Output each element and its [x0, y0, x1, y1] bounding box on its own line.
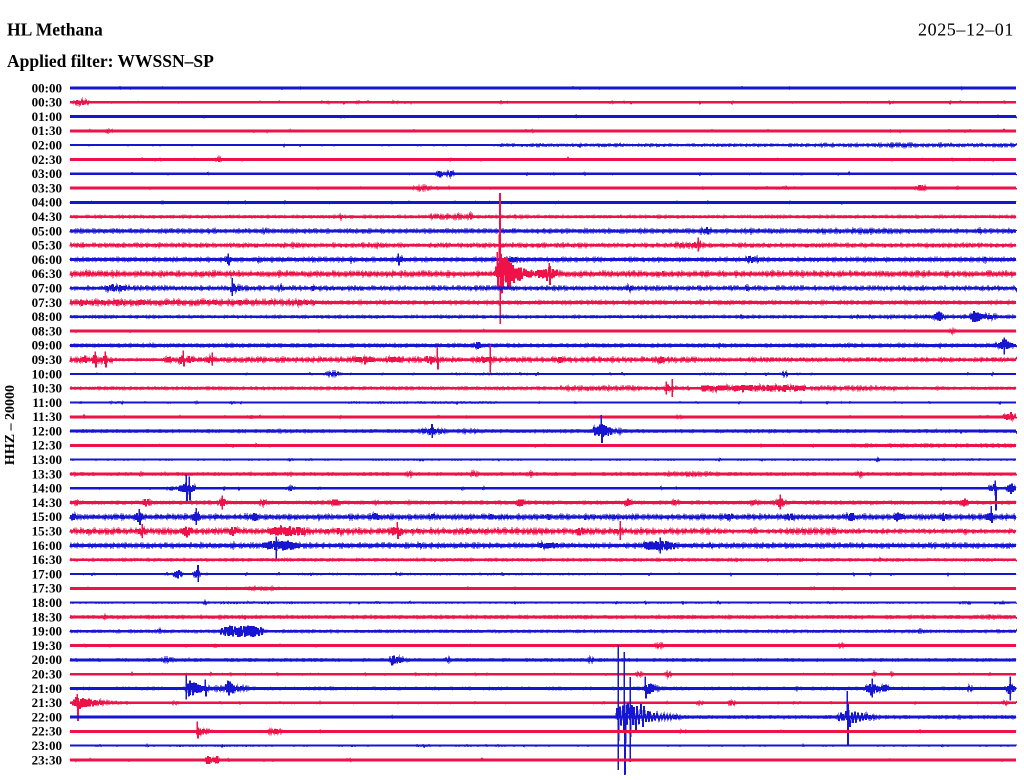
svg-text:Applied filter: WWSSN–SP: Applied filter: WWSSN–SP — [7, 51, 214, 71]
svg-text:16:00: 16:00 — [32, 538, 62, 553]
svg-text:21:00: 21:00 — [32, 681, 62, 696]
svg-text:17:00: 17:00 — [32, 566, 62, 581]
svg-text:HL Methana: HL Methana — [7, 20, 103, 40]
svg-text:18:00: 18:00 — [32, 595, 62, 610]
svg-text:05:30: 05:30 — [32, 238, 62, 253]
svg-text:12:00: 12:00 — [32, 423, 62, 438]
svg-text:00:30: 00:30 — [32, 95, 62, 110]
svg-text:01:30: 01:30 — [32, 123, 62, 138]
svg-text:09:00: 09:00 — [32, 338, 62, 353]
svg-text:07:30: 07:30 — [32, 295, 62, 310]
svg-text:19:30: 19:30 — [32, 638, 62, 653]
svg-text:22:30: 22:30 — [32, 724, 62, 739]
svg-text:04:00: 04:00 — [32, 195, 62, 210]
svg-text:23:30: 23:30 — [32, 752, 62, 767]
svg-text:13:30: 13:30 — [32, 466, 62, 481]
svg-text:09:30: 09:30 — [32, 352, 62, 367]
svg-text:18:30: 18:30 — [32, 609, 62, 624]
svg-text:15:30: 15:30 — [32, 524, 62, 539]
svg-text:10:00: 10:00 — [32, 366, 62, 381]
svg-text:03:00: 03:00 — [32, 166, 62, 181]
svg-text:17:30: 17:30 — [32, 581, 62, 596]
svg-text:02:00: 02:00 — [32, 138, 62, 153]
svg-text:12:30: 12:30 — [32, 438, 62, 453]
svg-text:01:00: 01:00 — [32, 109, 62, 124]
svg-text:11:30: 11:30 — [32, 409, 62, 424]
svg-text:11:00: 11:00 — [32, 395, 62, 410]
svg-text:14:00: 14:00 — [32, 481, 62, 496]
svg-text:15:00: 15:00 — [32, 509, 62, 524]
svg-text:06:30: 06:30 — [32, 266, 62, 281]
svg-text:00:00: 00:00 — [32, 80, 62, 95]
svg-text:10:30: 10:30 — [32, 381, 62, 396]
svg-text:20:00: 20:00 — [32, 652, 62, 667]
svg-text:02:30: 02:30 — [32, 152, 62, 167]
svg-text:HHZ – 20000: HHZ – 20000 — [3, 385, 18, 465]
svg-text:13:00: 13:00 — [32, 452, 62, 467]
svg-text:03:30: 03:30 — [32, 180, 62, 195]
svg-text:23:00: 23:00 — [32, 738, 62, 753]
svg-text:21:30: 21:30 — [32, 695, 62, 710]
svg-text:07:00: 07:00 — [32, 281, 62, 296]
svg-text:2025–12–01: 2025–12–01 — [918, 20, 1014, 40]
svg-text:05:00: 05:00 — [32, 223, 62, 238]
svg-text:08:30: 08:30 — [32, 323, 62, 338]
svg-text:14:30: 14:30 — [32, 495, 62, 510]
svg-text:22:00: 22:00 — [32, 709, 62, 724]
svg-text:16:30: 16:30 — [32, 552, 62, 567]
svg-text:08:00: 08:00 — [32, 309, 62, 324]
svg-text:04:30: 04:30 — [32, 209, 62, 224]
svg-text:20:30: 20:30 — [32, 667, 62, 682]
svg-text:19:00: 19:00 — [32, 624, 62, 639]
svg-text:06:00: 06:00 — [32, 252, 62, 267]
